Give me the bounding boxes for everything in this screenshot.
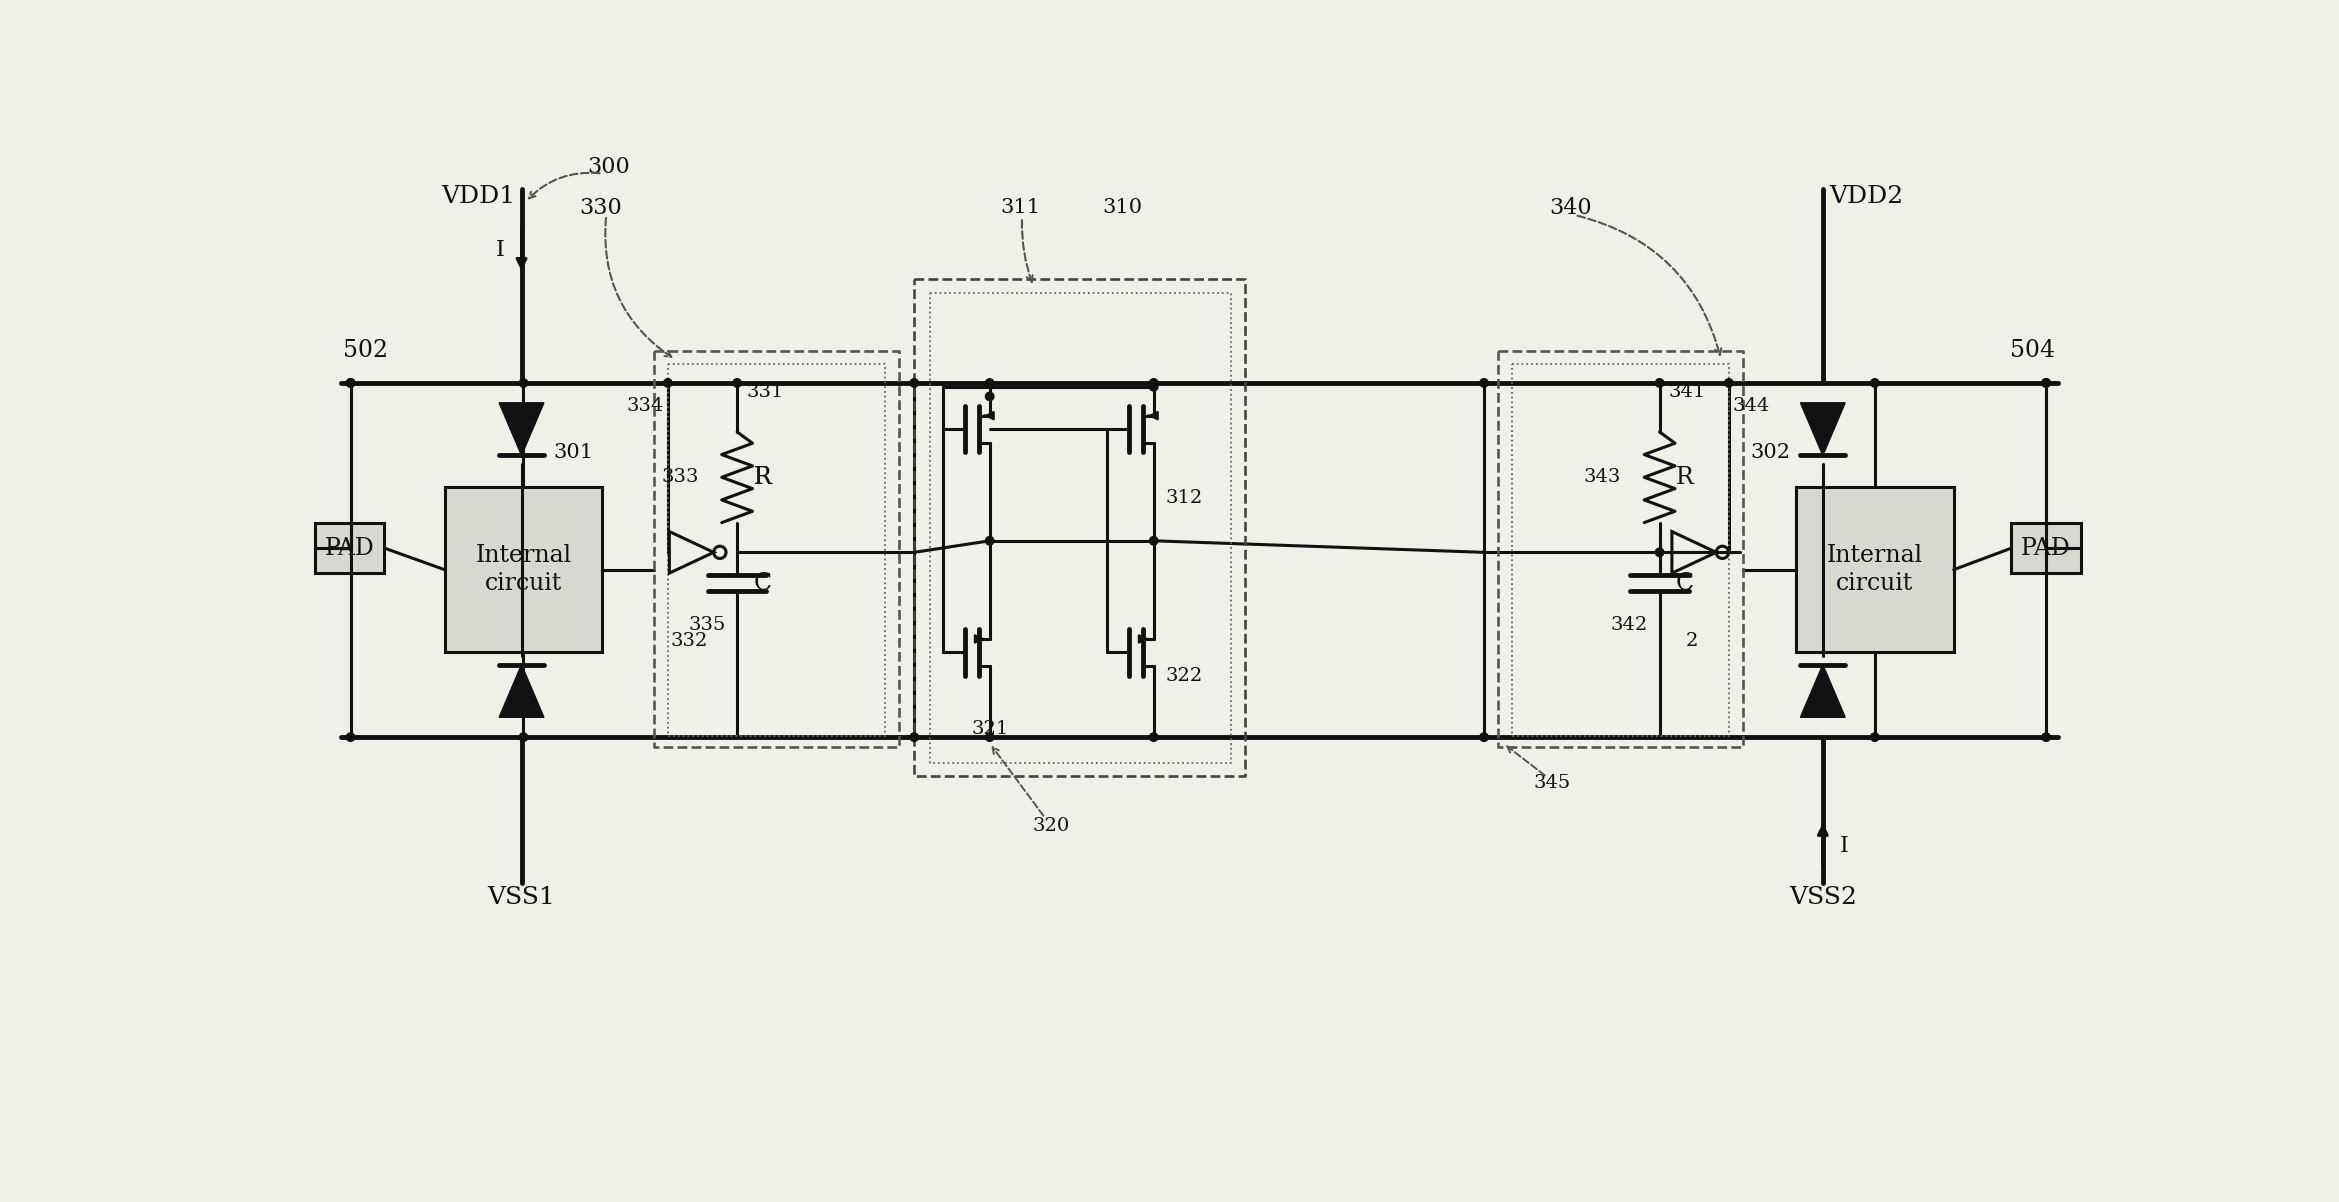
- Circle shape: [346, 379, 356, 387]
- Text: 312: 312: [1165, 489, 1202, 507]
- FancyBboxPatch shape: [316, 523, 384, 573]
- Text: VDD1: VDD1: [442, 185, 515, 208]
- Text: 321: 321: [971, 720, 1008, 738]
- FancyBboxPatch shape: [444, 487, 603, 653]
- Text: 311: 311: [1001, 198, 1041, 216]
- Circle shape: [1656, 379, 1663, 387]
- Text: 310: 310: [1104, 198, 1144, 216]
- Text: C: C: [1677, 572, 1693, 595]
- Circle shape: [1148, 733, 1158, 742]
- Polygon shape: [498, 665, 545, 718]
- Text: 502: 502: [344, 339, 388, 362]
- Circle shape: [1481, 379, 1488, 387]
- Polygon shape: [1801, 665, 1845, 718]
- Text: VSS2: VSS2: [1789, 886, 1857, 909]
- Text: 344: 344: [1733, 397, 1771, 415]
- Circle shape: [346, 379, 356, 387]
- Circle shape: [346, 733, 356, 742]
- Circle shape: [1148, 382, 1158, 391]
- Circle shape: [1656, 548, 1663, 557]
- Circle shape: [910, 733, 919, 742]
- Circle shape: [985, 379, 994, 387]
- Text: VDD2: VDD2: [1829, 185, 1904, 208]
- Polygon shape: [1801, 403, 1845, 456]
- Circle shape: [985, 392, 994, 400]
- Text: PAD: PAD: [2021, 536, 2070, 560]
- Circle shape: [2042, 379, 2051, 387]
- Text: 345: 345: [1532, 774, 1569, 792]
- Circle shape: [2042, 733, 2051, 742]
- Text: R: R: [1677, 465, 1693, 489]
- Text: 343: 343: [1584, 469, 1621, 487]
- Text: Internal: Internal: [475, 545, 571, 567]
- Text: I: I: [1841, 835, 1848, 857]
- Text: 332: 332: [671, 632, 709, 650]
- Text: 320: 320: [1031, 816, 1069, 834]
- Text: 333: 333: [662, 469, 699, 487]
- Text: 340: 340: [1548, 197, 1591, 219]
- Circle shape: [1871, 733, 1878, 742]
- Circle shape: [664, 379, 671, 387]
- Text: 341: 341: [1668, 383, 1705, 401]
- Text: 322: 322: [1165, 667, 1202, 685]
- Circle shape: [519, 379, 529, 387]
- Circle shape: [910, 379, 919, 387]
- Text: 330: 330: [580, 197, 622, 219]
- Circle shape: [985, 733, 994, 742]
- Text: C: C: [753, 572, 772, 595]
- Text: 301: 301: [554, 442, 594, 462]
- Circle shape: [1148, 379, 1158, 387]
- Circle shape: [985, 536, 994, 545]
- Polygon shape: [498, 403, 545, 456]
- Text: VSS1: VSS1: [487, 886, 554, 909]
- Text: R: R: [753, 465, 772, 489]
- Text: 342: 342: [1612, 617, 1649, 635]
- Circle shape: [1148, 536, 1158, 545]
- Text: 334: 334: [627, 397, 664, 415]
- Text: Internal: Internal: [1827, 545, 1923, 567]
- Circle shape: [519, 733, 529, 742]
- Text: 335: 335: [688, 617, 725, 635]
- Circle shape: [2042, 379, 2051, 387]
- FancyBboxPatch shape: [1796, 487, 1953, 653]
- Text: 504: 504: [2009, 339, 2056, 362]
- Circle shape: [1481, 733, 1488, 742]
- Text: 302: 302: [1750, 442, 1789, 462]
- Text: 2: 2: [1686, 632, 1698, 650]
- FancyBboxPatch shape: [2012, 523, 2082, 573]
- Circle shape: [1871, 379, 1878, 387]
- Text: 331: 331: [746, 383, 784, 401]
- Text: PAD: PAD: [325, 536, 374, 560]
- Text: R: R: [753, 465, 772, 489]
- Text: I: I: [496, 239, 505, 262]
- Circle shape: [732, 379, 741, 387]
- Circle shape: [1724, 379, 1733, 387]
- Text: circuit: circuit: [484, 572, 561, 595]
- Text: circuit: circuit: [1836, 572, 1913, 595]
- Text: 300: 300: [587, 156, 629, 178]
